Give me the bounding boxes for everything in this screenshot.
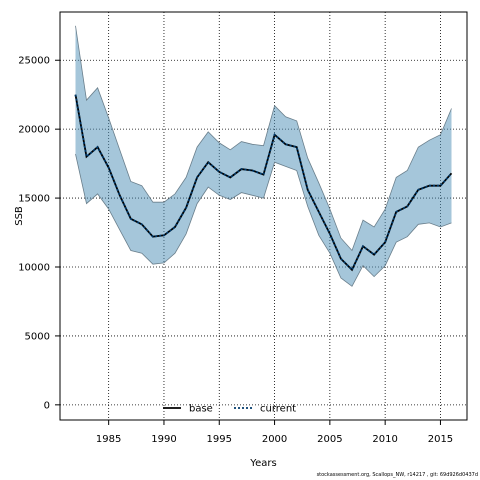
x-tick-label: 2010 [372,434,397,445]
x-tick-label: 1995 [207,434,232,445]
confidence-band-upper-edge [75,25,452,252]
x-tick-label: 2000 [262,434,287,445]
legend-label-current: current [260,404,296,415]
confidence-band [75,25,452,287]
y-tick-label: 0 [44,400,50,411]
confidence-band-lower-edge [75,153,452,287]
x-tick-label: 1985 [96,434,121,445]
x-tick-label: 2015 [428,434,453,445]
x-axis: 1985 1990 1995 2000 2005 2010 2015 [96,420,453,445]
x-tick-label: 1990 [151,434,176,445]
x-tick-label: 2005 [317,434,342,445]
y-tick-label: 20000 [18,125,50,136]
y-axis: 0 5000 10000 15000 20000 25000 [18,56,60,411]
legend-label-base: base [189,404,213,415]
legend: base current [163,404,296,415]
footer-credit: stockassessment.org, Scallops_NW, r14217… [316,472,478,478]
y-tick-label: 5000 [25,331,50,342]
series-line-current [74,94,453,272]
y-tick-label: 15000 [18,194,50,205]
y-tick-label: 25000 [18,56,50,67]
plot-frame [59,11,468,421]
y-axis-title: SSB [14,206,25,226]
x-axis-title: Years [249,458,276,469]
y-tick-label: 10000 [18,263,50,274]
series-layer [74,94,453,272]
